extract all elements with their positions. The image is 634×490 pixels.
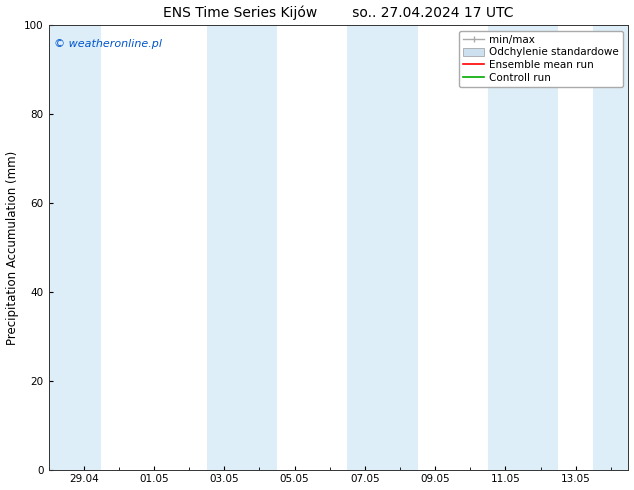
Title: ENS Time Series Kijów        so.. 27.04.2024 17 UTC: ENS Time Series Kijów so.. 27.04.2024 17… (164, 5, 514, 20)
Bar (488, 25, 558, 469)
Y-axis label: Precipitation Accumulation (mm): Precipitation Accumulation (mm) (6, 150, 18, 344)
Bar (207, 25, 277, 469)
Bar (593, 25, 628, 469)
Bar (347, 25, 418, 469)
Legend: min/max, Odchylenie standardowe, Ensemble mean run, Controll run: min/max, Odchylenie standardowe, Ensembl… (459, 30, 623, 87)
Bar (49, 25, 101, 469)
Text: © weatheronline.pl: © weatheronline.pl (55, 39, 162, 49)
